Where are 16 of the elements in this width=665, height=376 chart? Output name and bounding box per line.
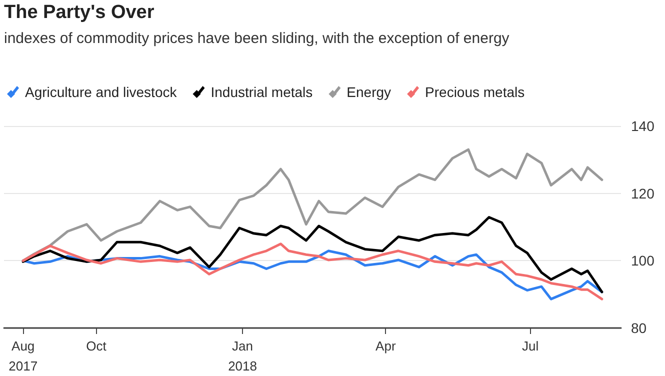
x-tick-label: Aug 2017 — [8, 338, 38, 374]
y-tick-label: 120 — [631, 185, 655, 202]
x-tick-label: Jan 2018 — [228, 338, 257, 374]
x-tick-label: Oct — [86, 338, 107, 354]
y-tick-label: 80 — [631, 320, 647, 336]
legend-label: Energy — [346, 84, 392, 100]
chart-title: The Party's Over — [4, 2, 154, 24]
chart-subtitle: indexes of commodity prices have been sliding, with the exception of energy — [4, 30, 510, 48]
legend-label: Agriculture and livestock — [25, 84, 178, 100]
y-tick-label: 140 — [631, 118, 655, 134]
legend-label: Precious metals — [425, 84, 525, 100]
x-tick-label: Jul — [522, 338, 539, 354]
legend-label: Industrial metals — [210, 84, 313, 100]
y-tick-label: 100 — [631, 252, 655, 269]
x-tick-label: Apr — [376, 338, 396, 354]
line-series — [22, 216, 604, 294]
